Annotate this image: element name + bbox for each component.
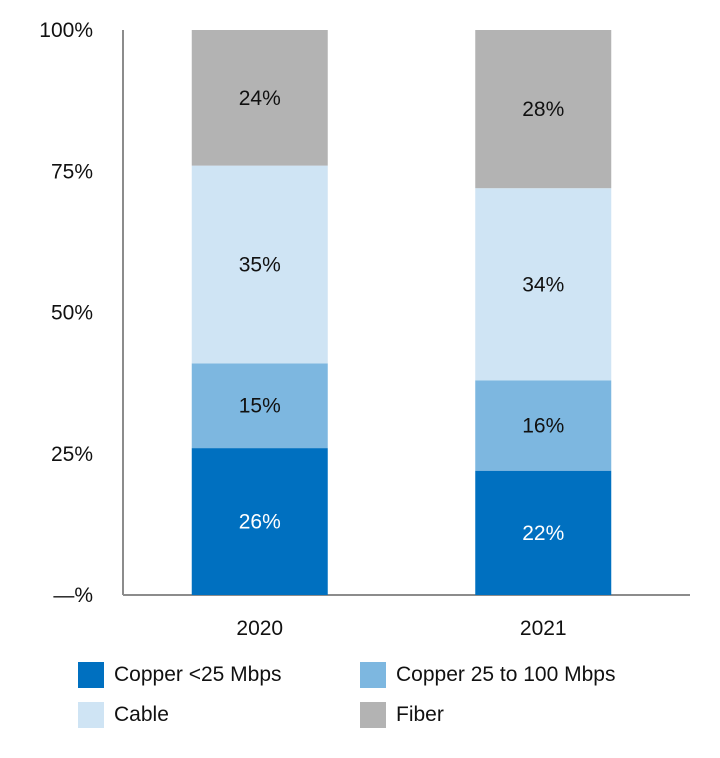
legend-swatch (360, 702, 386, 728)
legend-label: Cable (114, 703, 169, 726)
legend-label: Copper <25 Mbps (114, 663, 282, 686)
x-tick-label: 2020 (236, 617, 283, 640)
data-label: 26% (239, 511, 281, 534)
bar-segment (191, 363, 328, 449)
data-label: 35% (239, 253, 281, 276)
legend-item-fiber: Fiber (360, 702, 444, 728)
bar-segment (191, 448, 328, 595)
legend-swatch (78, 702, 104, 728)
legend-label: Fiber (396, 703, 444, 726)
legend-item-cable: Cable (78, 702, 169, 728)
data-label: 22% (522, 522, 564, 545)
y-tick-label: 75% (51, 160, 93, 183)
x-tick-label: 2021 (520, 617, 567, 640)
bar-segment (475, 188, 612, 381)
legend: Copper <25 Mbps Copper 25 to 100 Mbps Ca… (78, 662, 718, 742)
legend-label: Copper 25 to 100 Mbps (396, 663, 616, 686)
legend-swatch (360, 662, 386, 688)
data-label: 24% (239, 87, 281, 110)
bar-segment (475, 470, 612, 595)
data-label: 16% (522, 415, 564, 438)
data-label: 28% (522, 98, 564, 121)
bar-segment (475, 380, 612, 471)
bar-segment (191, 165, 328, 364)
data-label: 34% (522, 273, 564, 296)
y-tick-label: —% (53, 584, 93, 607)
y-tick-label: 100% (39, 19, 93, 42)
y-tick-label: 50% (51, 302, 93, 325)
y-tick-label: 25% (51, 443, 93, 466)
legend-item-copper-lt-25: Copper <25 Mbps (78, 662, 282, 688)
data-label: 15% (239, 395, 281, 418)
stacked-bar-chart: —% 25% 50% 75% 100% 26% 15% 35% 24% 2020 22% 16% 34%… (39, 19, 690, 640)
bar-segment (475, 30, 612, 189)
legend-swatch (78, 662, 104, 688)
bar-segment (191, 30, 328, 166)
legend-item-copper-25-100: Copper 25 to 100 Mbps (360, 662, 615, 688)
